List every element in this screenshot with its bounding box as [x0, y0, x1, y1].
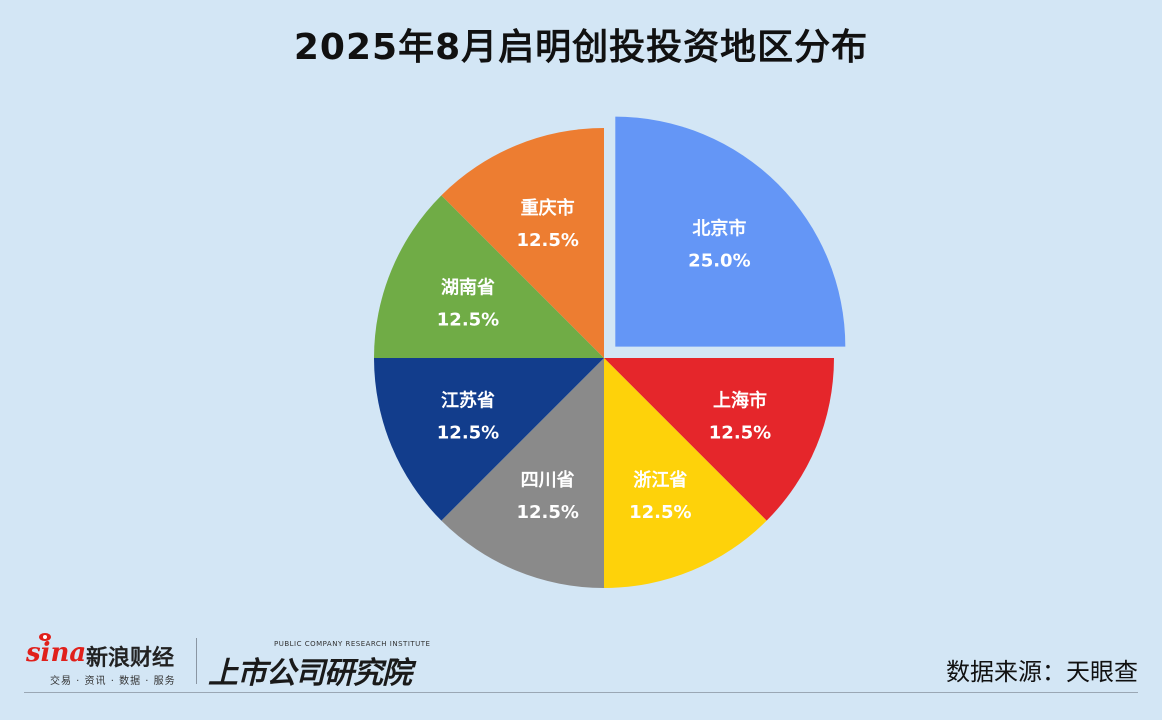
data-source: 数据来源：天眼查: [946, 658, 1138, 686]
pie-slice-1: [604, 358, 834, 521]
sina-finance-logo: sina 新浪财经 交易 · 资讯 · 数据 · 服务: [26, 633, 196, 687]
institute-en-name: PUBLIC COMPANY RESEARCH INSTITUTE: [274, 640, 431, 648]
pie-slices: [373, 116, 846, 588]
slice-label-1: 上海市: [713, 389, 767, 411]
slice-value-3: 12.5%: [516, 502, 578, 523]
slice-value-2: 12.5%: [629, 502, 691, 523]
pie-slice-0: [615, 116, 846, 347]
slice-value-0: 25.0%: [688, 251, 750, 272]
slice-label-0: 北京市: [692, 218, 746, 240]
pie-labels: 北京市 25.0% 上海市 12.5% 浙江省 12.5% 四川省 12.5% 江苏省 12.5%…: [437, 197, 771, 523]
slice-label-3: 四川省: [521, 469, 575, 491]
slice-label-6: 重庆市: [521, 197, 575, 219]
chart-title: 2025年8月启明创投投资地区分布: [293, 27, 869, 68]
pie-slice-4: [373, 358, 604, 521]
sina-tagline: 交易 · 资讯 · 数据 · 服务: [50, 676, 176, 687]
pie-slice-3: [441, 358, 604, 588]
pie-slice-5: [373, 195, 604, 358]
slice-label-5: 湖南省: [441, 277, 495, 299]
research-institute-logo: PUBLIC COMPANY RESEARCH INSTITUTE 上市公司研究…: [206, 640, 436, 691]
sina-cn-name: 新浪财经: [86, 646, 175, 671]
pie-slice-6: [441, 128, 604, 358]
slice-value-1: 12.5%: [709, 422, 771, 443]
slice-value-6: 12.5%: [516, 230, 578, 251]
slice-label-4: 江苏省: [441, 389, 495, 411]
pie-slice-2: [604, 358, 767, 588]
slice-value-4: 12.5%: [437, 422, 499, 443]
footer-rule: [24, 692, 1138, 693]
institute-cn-name: 上市公司研究院: [208, 656, 412, 691]
sina-wordmark: sina: [26, 638, 87, 668]
logo-divider: [196, 638, 197, 684]
slice-value-5: 12.5%: [437, 310, 499, 331]
slice-label-2: 浙江省: [633, 469, 687, 491]
sina-eye-icon: [39, 633, 51, 641]
